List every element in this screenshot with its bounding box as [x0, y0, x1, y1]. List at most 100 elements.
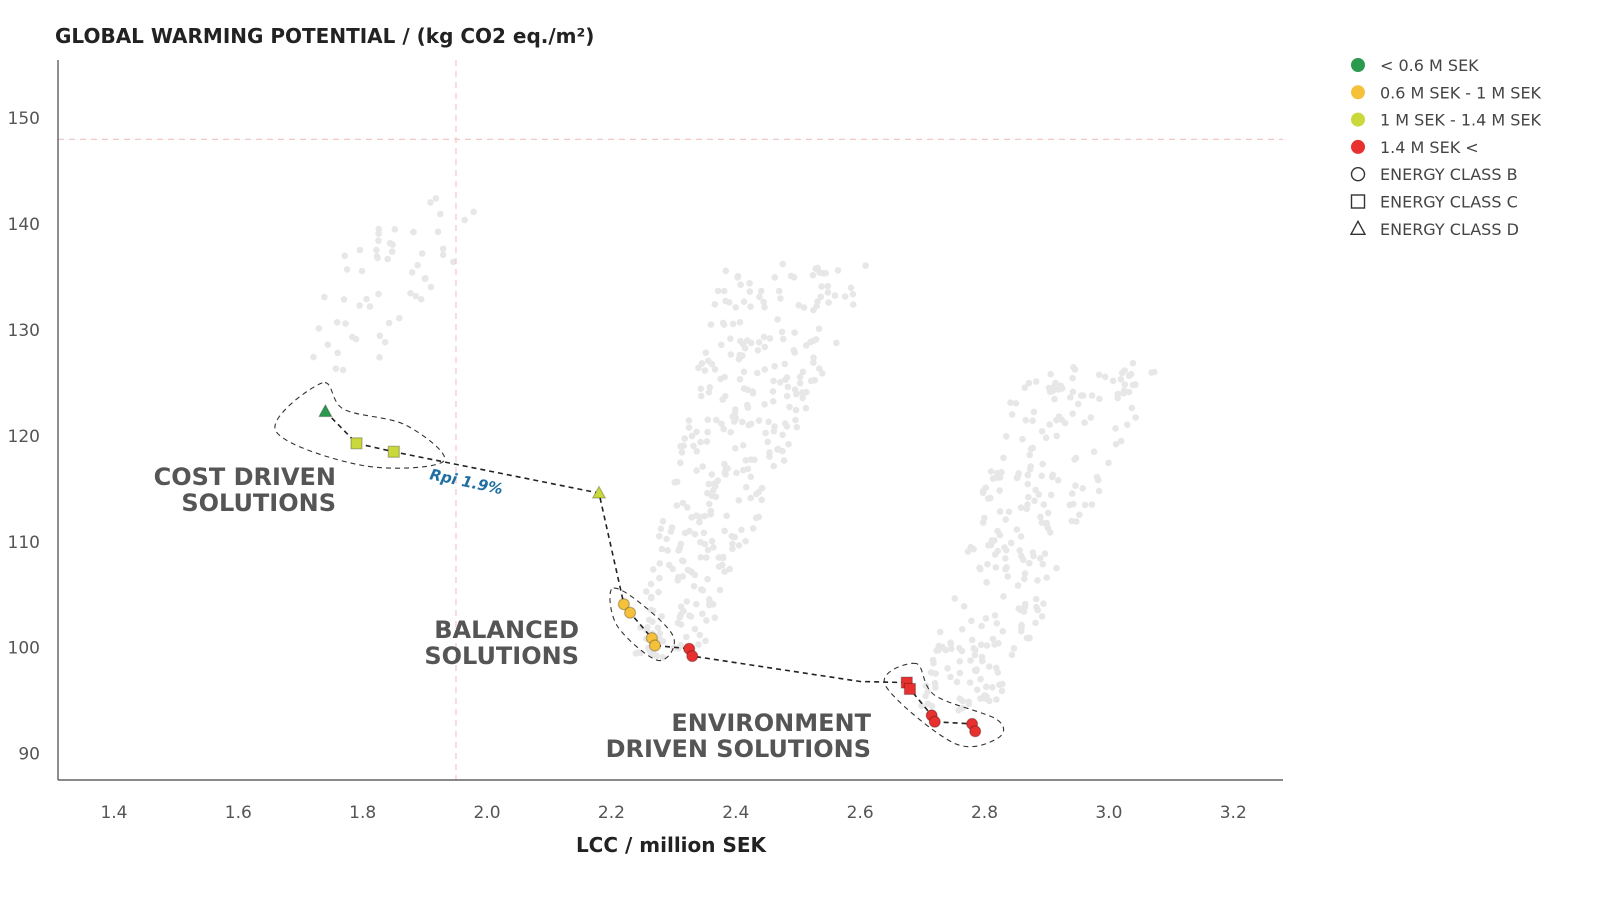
background-point: [1010, 645, 1018, 652]
background-point: [761, 401, 768, 408]
background-point: [691, 530, 699, 538]
background-point: [833, 339, 840, 347]
background-point: [1034, 577, 1041, 584]
background-point: [697, 385, 705, 393]
group-label-balanced: SOLUTIONS: [424, 642, 579, 670]
background-point: [704, 575, 711, 583]
legend: < 0.6 M SEK 0.6 M SEK - 1 M SEK 1 M SEK - …: [1349, 56, 1542, 239]
background-point: [790, 347, 798, 354]
background-point: [989, 635, 997, 643]
background-point: [951, 595, 959, 602]
background-point: [739, 418, 746, 426]
background-point: [710, 480, 718, 488]
background-point: [1047, 529, 1054, 536]
background-point: [1021, 384, 1029, 392]
background-point: [822, 269, 830, 277]
background-point: [779, 260, 786, 268]
background-point: [1095, 371, 1103, 379]
background-point: [695, 364, 702, 372]
background-point: [973, 686, 981, 694]
background-point: [918, 702, 925, 710]
pareto-front-line: [324, 410, 976, 732]
background-point: [834, 267, 842, 274]
background-point: [1053, 416, 1060, 424]
background-point: [702, 349, 710, 357]
background-point: [681, 529, 689, 537]
background-point: [656, 560, 664, 567]
legend-triangle-symbol: [1349, 219, 1367, 236]
background-point: [1072, 482, 1079, 490]
background-point: [1046, 421, 1053, 428]
background-point: [1105, 459, 1112, 467]
background-point: [1052, 379, 1059, 387]
background-point: [944, 665, 951, 672]
background-point: [747, 494, 754, 502]
background-point: [713, 416, 720, 424]
background-point: [1088, 392, 1096, 399]
background-point: [777, 295, 784, 302]
background-point: [726, 299, 733, 306]
background-point: [747, 473, 755, 481]
background-point: [1038, 613, 1046, 620]
legend-item: 1 M SEK - 1.4 M SEK: [1351, 111, 1542, 130]
background-point: [740, 368, 748, 376]
background-point: [983, 642, 991, 649]
background-point: [1053, 564, 1060, 572]
background-point: [721, 568, 728, 575]
background-point: [684, 566, 692, 574]
pareto-points-layer: [318, 403, 982, 738]
background-point: [1038, 472, 1045, 480]
background-point: [1148, 369, 1155, 376]
background-point: [1054, 477, 1062, 484]
background-point: [706, 500, 713, 508]
background-point: [1042, 434, 1050, 442]
legend-label: 1.4 M SEK <: [1380, 138, 1479, 157]
background-point: [996, 474, 1004, 481]
background-point: [697, 538, 704, 546]
background-point: [977, 695, 984, 702]
background-point: [1000, 454, 1007, 462]
background-point: [650, 650, 657, 657]
background-point: [385, 319, 393, 327]
background-point: [711, 614, 719, 621]
group-outline-balanced: [609, 587, 675, 661]
background-point: [434, 228, 442, 236]
background-point: [967, 657, 974, 664]
background-point: [721, 460, 728, 468]
background-point: [947, 640, 955, 648]
group-outline-cost: [274, 382, 446, 469]
chart-title: GLOBAL WARMING POTENTIAL / (kg CO2 eq./m…: [55, 24, 594, 48]
background-point: [736, 351, 744, 359]
background-point: [1125, 372, 1133, 380]
background-point: [775, 287, 783, 295]
background-point: [417, 296, 425, 303]
background-point: [1013, 526, 1021, 533]
background-point: [993, 664, 1000, 672]
pareto-point: [686, 650, 699, 663]
background-point: [677, 459, 684, 467]
background-point: [1045, 384, 1053, 392]
background-point: [1117, 376, 1125, 383]
background-point: [742, 457, 750, 464]
background-point: [1025, 379, 1033, 387]
background-point: [991, 551, 999, 558]
background-point: [1038, 519, 1046, 526]
background-point: [771, 362, 778, 370]
background-point: [982, 615, 990, 622]
background-point: [793, 423, 801, 431]
background-point: [1021, 603, 1029, 611]
background-point: [831, 292, 839, 299]
background-point: [802, 404, 810, 412]
background-point: [968, 636, 976, 644]
background-point: [668, 524, 676, 531]
background-point: [1025, 493, 1032, 501]
background-point: [966, 679, 974, 686]
background-point: [1002, 516, 1009, 523]
background-point: [1038, 428, 1046, 435]
background-point: [414, 261, 421, 269]
background-point: [956, 669, 964, 677]
background-point: [979, 519, 987, 526]
pareto-point: [969, 725, 982, 738]
background-point: [1032, 378, 1040, 385]
